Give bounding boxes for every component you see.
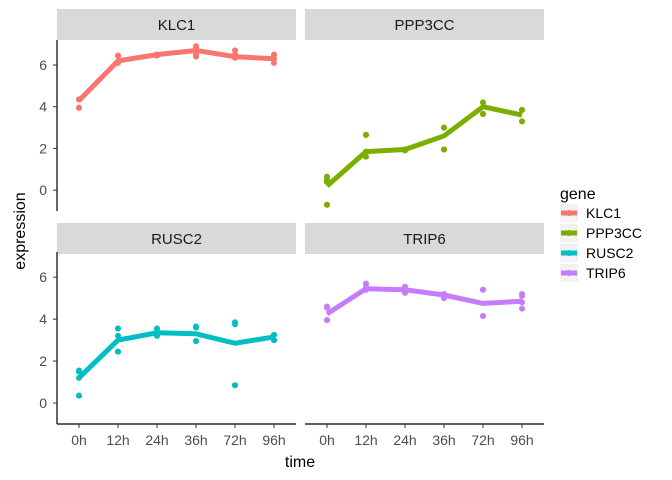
facet-strip-label: TRIP6 (403, 231, 446, 248)
data-point (154, 325, 160, 332)
data-point (324, 201, 330, 208)
legend-title: gene (560, 186, 596, 203)
data-point (519, 118, 525, 125)
legend-items: KLC1 PPP3CC RUSC2 TRIP6 (560, 204, 642, 282)
facet-strip (305, 9, 544, 40)
data-point (76, 392, 82, 399)
data-point (115, 52, 121, 59)
data-point (232, 47, 238, 54)
x-tick-label: 36h (184, 432, 207, 448)
data-point (232, 382, 238, 389)
y-tick-label: 6 (39, 57, 47, 73)
x-tick-label: 24h (393, 432, 416, 448)
data-point (480, 286, 486, 293)
trend-line (325, 286, 523, 316)
y-tick-label: 0 (39, 182, 47, 198)
data-point (115, 348, 121, 355)
legend-item-label: KLC1 (586, 205, 621, 221)
facet-strip-label: PPP3CC (394, 17, 454, 34)
data-point (519, 290, 525, 297)
y-axis-title: expression (12, 192, 29, 269)
legend-item-label: RUSC2 (586, 245, 634, 261)
legend-item: RUSC2 (560, 244, 634, 262)
data-point (519, 106, 525, 113)
x-tick-label: 72h (471, 432, 494, 448)
legend-item-label: TRIP6 (586, 265, 626, 281)
data-point (271, 51, 277, 58)
legend-key-point (566, 210, 572, 216)
data-point (480, 312, 486, 319)
x-tick-label: 12h (354, 432, 377, 448)
facet-ppp3cc: PPP3CC (305, 9, 544, 208)
x-tick-label: 12h (106, 432, 129, 448)
facet-panels: KLC1 PPP3CC RUSC2 TRIP6 (57, 9, 544, 399)
legend-key-point (566, 230, 572, 236)
legend: gene KLC1 PPP3CC RUSC2 TRIP6 (560, 186, 642, 282)
y-tick-label: 0 (39, 395, 47, 411)
data-point (363, 131, 369, 138)
facet-strip-label: KLC1 (158, 17, 196, 34)
facet-strip (305, 223, 544, 254)
data-point (271, 59, 277, 66)
data-point (324, 176, 330, 183)
x-tick-label: 0h (319, 432, 335, 448)
x-tick-label: 72h (223, 432, 246, 448)
data-point (519, 305, 525, 312)
data-point (480, 99, 486, 106)
trend-line (77, 47, 275, 103)
legend-item: KLC1 (560, 204, 621, 222)
legend-key-point (566, 250, 572, 256)
data-point (76, 104, 82, 111)
facet-trip6: TRIP6 (305, 223, 544, 324)
x-tick-label: 36h (432, 432, 455, 448)
legend-item-label: PPP3CC (586, 225, 642, 241)
trend-line (325, 104, 523, 188)
y-tick-label: 4 (39, 311, 47, 327)
data-point (480, 111, 486, 118)
data-point (324, 317, 330, 324)
legend-key-point (566, 270, 572, 276)
data-point (324, 303, 330, 310)
y-tick-label: 2 (39, 140, 47, 156)
data-point (76, 367, 82, 374)
data-point (441, 146, 447, 153)
data-point (193, 323, 199, 330)
x-tick-label: 24h (145, 432, 168, 448)
x-tick-label: 96h (262, 432, 285, 448)
facet-strip (57, 223, 296, 254)
axes: 0 2 4 6 0 2 4 6 0h 12h 24h 36h 72h 96h 0h 12h 24h 36h 72h 9… (39, 40, 544, 448)
data-point (115, 325, 121, 332)
facet-klc1: KLC1 (57, 9, 296, 111)
y-tick-label: 2 (39, 353, 47, 369)
facet-rusc2: RUSC2 (57, 223, 296, 399)
x-axis-title: time (285, 454, 315, 471)
facet-strip (57, 9, 296, 40)
data-point (232, 321, 238, 328)
facet-strip-label: RUSC2 (151, 231, 202, 248)
trend-line (77, 330, 275, 380)
legend-item: TRIP6 (560, 264, 626, 282)
legend-item: PPP3CC (560, 224, 642, 242)
x-tick-label: 0h (71, 432, 87, 448)
y-tick-label: 6 (39, 269, 47, 285)
x-tick-label: 96h (510, 432, 533, 448)
data-point (441, 124, 447, 131)
data-point (193, 338, 199, 345)
y-tick-label: 4 (39, 99, 47, 115)
